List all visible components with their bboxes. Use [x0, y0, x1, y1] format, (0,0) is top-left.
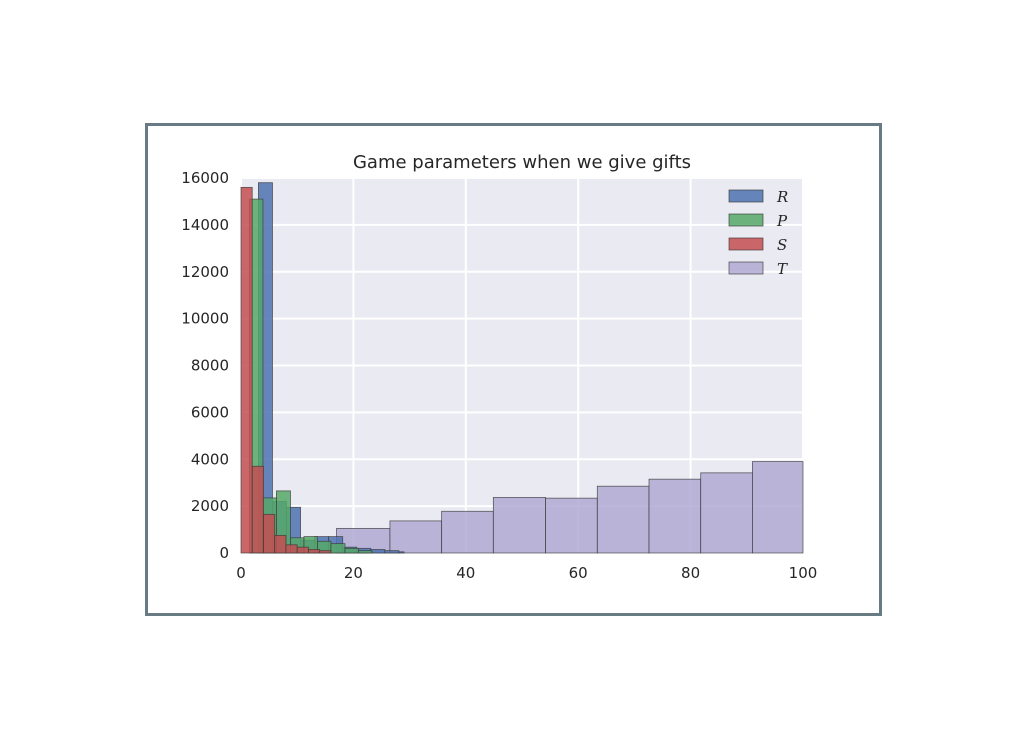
bar-T-2: [441, 510, 494, 554]
bar-T-3: [492, 497, 547, 554]
x-tick-label: 100: [789, 564, 818, 582]
bar-S-5: [296, 546, 309, 554]
x-tick-label: 40: [456, 564, 475, 582]
bar-R-8: [370, 549, 386, 554]
figure-frame: 0 20 40 60 80 100 0 2000 4000 6000 8000 10000 12000…: [145, 123, 882, 616]
y-axis-tick-labels: 0 2000 4000 6000 8000 10000 12000 14000 16000: [181, 169, 229, 562]
y-tick-label: 6000: [191, 403, 229, 421]
legend-label-S: S: [777, 236, 787, 254]
y-tick-label: 16000: [181, 169, 229, 187]
bar-S-6: [308, 549, 321, 554]
legend-label-T: T: [777, 260, 788, 278]
bar-P-6: [330, 543, 346, 554]
bar-P-8: [358, 550, 373, 554]
bar-T-6: [648, 478, 702, 554]
bar-R-10: [398, 551, 405, 554]
legend-label-R: R: [776, 188, 788, 206]
bar-S-1: [251, 465, 264, 554]
bar-T-8: [752, 461, 804, 554]
y-tick-label: 12000: [181, 263, 229, 281]
x-tick-label: 20: [344, 564, 363, 582]
bar-T-4: [545, 497, 598, 554]
x-tick-label: 60: [569, 564, 588, 582]
y-tick-label: 0: [219, 544, 229, 562]
legend-swatch-S: [728, 237, 764, 251]
bar-S-4: [285, 544, 298, 554]
bar-S-7: [319, 550, 332, 554]
y-tick-label: 4000: [191, 450, 229, 468]
chart-title: Game parameters when we give gifts: [353, 152, 691, 173]
bar-T-5: [596, 485, 650, 554]
legend-label-P: P: [776, 212, 788, 230]
bar-T-1: [389, 520, 443, 554]
grid-lines: [240, 177, 804, 554]
legend-swatch-T: [728, 261, 764, 275]
histogram-bars: [240, 182, 804, 554]
y-tick-label: 2000: [191, 497, 229, 515]
bar-S-2: [263, 513, 276, 554]
legend-swatch-R: [728, 189, 764, 203]
bar-R-9: [384, 550, 400, 554]
x-tick-label: 0: [236, 564, 246, 582]
legend-swatch-P: [728, 213, 764, 227]
x-axis-tick-labels: 0 20 40 60 80 100: [236, 564, 817, 582]
y-tick-label: 8000: [191, 357, 229, 375]
bar-S-0: [240, 186, 253, 554]
y-tick-label: 14000: [181, 216, 229, 234]
y-tick-label: 10000: [181, 310, 229, 328]
x-tick-label: 80: [681, 564, 700, 582]
bar-T-7: [700, 472, 753, 554]
histogram-chart: 0 20 40 60 80 100 0 2000 4000 6000 8000 10000 12000…: [181, 152, 817, 582]
bar-P-7: [344, 547, 359, 554]
bar-S-3: [274, 535, 287, 554]
